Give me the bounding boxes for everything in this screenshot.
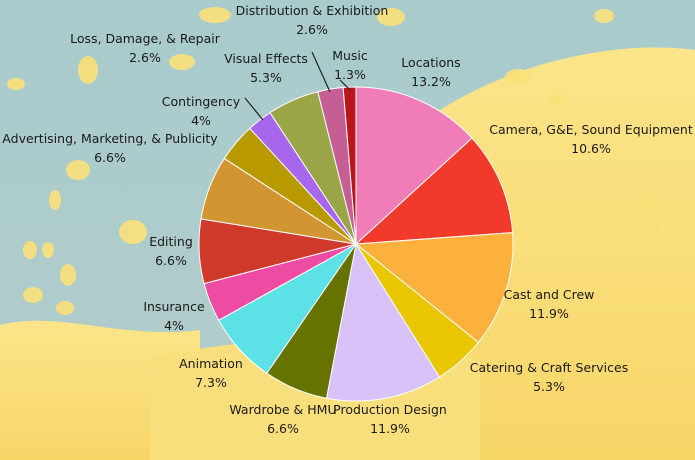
slice-label-cast-and-crew: Cast and Crew: [504, 287, 595, 302]
slice-production-design: [325, 242, 441, 402]
leader-line-distribution-exhibition: [311, 51, 331, 93]
slice-value-locations: 13.2%: [411, 74, 451, 89]
slice-value-production-design: 11.9%: [370, 421, 410, 436]
leader-line-loss-damage-repair: [244, 97, 264, 121]
slice-value-contingency: 4%: [191, 113, 211, 128]
slice-label-production-design: Production Design: [333, 402, 447, 417]
slice-label-visual-effects: Visual Effects: [224, 51, 308, 66]
slice-music: [342, 86, 357, 245]
slice-labels: Locations 13.2% Camera, G&E, Sound Equipme…: [2, 3, 693, 436]
slice-value-animation: 7.3%: [195, 375, 227, 390]
leader-line-music: [339, 79, 351, 91]
slice-value-catering-craft-services: 5.3%: [533, 379, 565, 394]
slice-label-distribution-exhibition: Distribution & Exhibition: [236, 3, 389, 18]
slice-value-visual-effects: 5.3%: [250, 70, 282, 85]
slice-label-insurance: Insurance: [143, 299, 205, 314]
slice-value-camera-g-e-sound-equipment: 10.6%: [571, 141, 611, 156]
slice-label-loss-damage-repair: Loss, Damage, & Repair: [70, 31, 221, 46]
slice-camera-g-e-sound-equipment: [354, 137, 514, 245]
slice-label-editing: Editing: [149, 234, 193, 249]
slice-value-distribution-exhibition: 2.6%: [296, 22, 328, 37]
slice-label-wardrobe-hmu: Wardrobe & HMU: [229, 402, 336, 417]
slice-label-animation: Animation: [179, 356, 243, 371]
slice-value-wardrobe-hmu: 6.6%: [267, 421, 299, 436]
slice-label-contingency: Contingency: [162, 94, 241, 109]
slice-value-advertising-marketing-publicity: 6.6%: [94, 150, 126, 165]
pie-slices: [198, 86, 514, 402]
slice-label-catering-craft-services: Catering & Craft Services: [470, 360, 628, 375]
leader-lines: [244, 51, 351, 121]
slice-cast-and-crew: [354, 232, 514, 344]
slice-value-music: 1.3%: [334, 67, 366, 82]
slice-value-insurance: 4%: [164, 318, 184, 333]
slice-label-advertising-marketing-publicity: Advertising, Marketing, & Publicity: [2, 131, 218, 146]
slice-value-editing: 6.6%: [155, 253, 187, 268]
slice-value-cast-and-crew: 11.9%: [529, 306, 569, 321]
slice-value-loss-damage-repair: 2.6%: [129, 50, 161, 65]
slice-label-music: Music: [332, 48, 368, 63]
slice-label-camera-g-e-sound-equipment: Camera, G&E, Sound Equipment: [489, 122, 693, 137]
slice-label-locations: Locations: [401, 55, 460, 70]
slice-locations: [355, 86, 473, 246]
